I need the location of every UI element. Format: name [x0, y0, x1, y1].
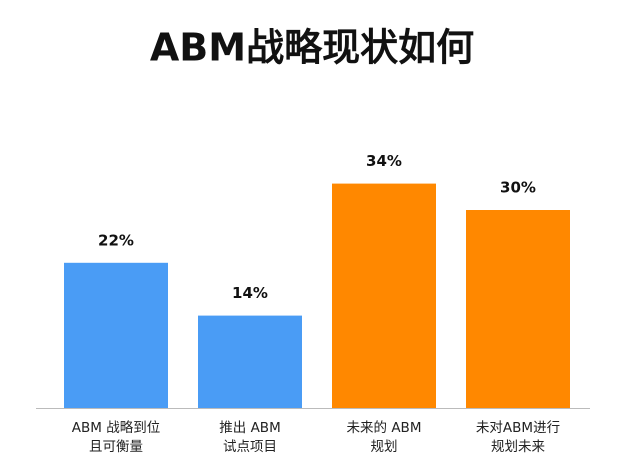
bar: [198, 315, 302, 408]
x-tick-label: ABM 战略到位: [72, 420, 160, 436]
x-tick-label: 推出 ABM: [219, 420, 280, 436]
x-tick-label: 未对ABM进行: [476, 420, 560, 436]
x-tick-label: 规划未来: [491, 439, 545, 455]
bar: [332, 183, 436, 408]
value-label: 34%: [366, 152, 402, 170]
x-tick-label: 未来的 ABM: [347, 420, 422, 436]
value-label: 22%: [98, 231, 134, 249]
bar: [64, 262, 168, 408]
x-tick-label: 且可衡量: [89, 439, 143, 455]
x-tick-label: 试点项目: [223, 439, 277, 455]
value-label: 30%: [500, 179, 536, 197]
x-tick-label: 规划: [371, 439, 398, 455]
bar: [466, 210, 570, 408]
chart-title: ABM战略现状如何: [150, 26, 474, 70]
value-label: 14%: [232, 284, 268, 302]
